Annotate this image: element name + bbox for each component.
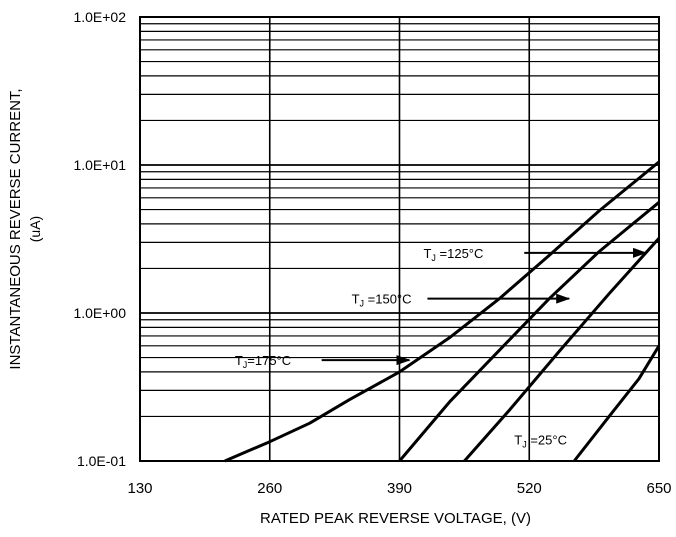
series-group [224,160,661,463]
x-tick-label: 390 [387,480,412,497]
series-line [398,201,660,462]
y-tick-label: 1.0E+01 [73,157,126,173]
series-line [573,345,661,462]
annotation-subscript: J [522,439,527,449]
x-axis-label: RATED PEAK REVERSE VOLTAGE, (V) [260,510,531,527]
annotation-rest: =150°C [364,292,411,307]
annotation-rest: =175°C [247,353,291,368]
x-tick-label: 260 [257,480,282,497]
series-annotation-label: TJ =125°C [423,246,483,263]
annotation-t: T [423,246,431,261]
annotation-subscript: J [243,360,248,370]
y-tick-label: 1.0E+02 [73,9,126,25]
y-axis-label-line-1: INSTANTANEOUS REVERSE CURRENT, [7,88,24,369]
y-tick-label: 1.0E+00 [73,305,126,321]
y-axis-label-line-2: (uA) [27,216,43,242]
series-annotation-label: TJ=175°C [235,353,291,370]
y-tick-label: 1.0E-01 [77,453,126,469]
annotation-rest: =125°C [436,246,483,261]
x-tick-label: 650 [646,480,671,497]
annotation-subscript: J [431,253,436,263]
grid-lines [140,17,659,461]
series-line [224,160,660,463]
annotation-subscript: J [360,299,365,309]
series-annotation-label: TJ =150°C [352,292,412,309]
annotation-t: T [235,353,243,368]
x-tick-labels: 130 260 390 520 650 [127,480,671,497]
annotation-t: T [514,432,522,447]
annotation-rest: =25°C [527,432,567,447]
series-annotation-label: TJ =25°C [514,432,567,449]
series-line [463,237,661,462]
annotations: TJ =125°CTJ =150°CTJ=175°CTJ =25°C [235,246,648,449]
x-tick-label: 520 [517,480,542,497]
y-tick-labels: 1.0E-01 1.0E+00 1.0E+01 1.0E+02 [73,9,126,469]
annotation-t: T [352,292,360,307]
x-tick-label: 130 [127,480,152,497]
